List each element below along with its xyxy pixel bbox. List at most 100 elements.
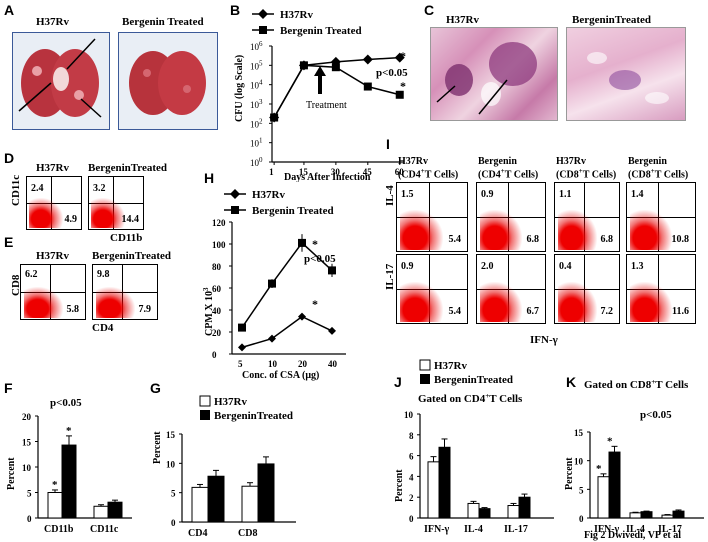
panel-letter-b: B — [230, 2, 241, 18]
chart-j-legend-1: H37Rv — [434, 360, 468, 372]
y-tick-label: 5 — [27, 489, 32, 499]
panel-i-row2-label: IL-17 — [384, 263, 396, 290]
chart-f-ylabel: Percent — [6, 457, 17, 490]
lung-photo-bergenin — [118, 32, 218, 130]
y-tick-label: 0 — [409, 514, 414, 524]
x-tick-label: 30 — [331, 167, 341, 177]
y-tick-label: 120 — [212, 218, 226, 228]
chart-j-bars: H37Rv BergeninTreated Gated on CD4+T Cel… — [394, 359, 554, 535]
panel-letter-h: H — [204, 170, 215, 186]
chart-j-legend-2: BergeninTreated — [434, 374, 513, 386]
facs-value: 6.7 — [526, 306, 540, 317]
x-tick-label: 60 — [395, 167, 405, 177]
y-tick-label: 20 — [22, 412, 32, 422]
y-tick-label: 4 — [409, 472, 414, 482]
panel-letter-c: C — [424, 2, 435, 18]
chart-b-treatment-label: Treatment — [306, 100, 347, 111]
y-tick-label: 106 — [250, 40, 263, 52]
facs-plot-i: 0.9 5.4 — [396, 254, 468, 324]
bar — [257, 463, 275, 523]
y-tick-label: 60 — [212, 284, 222, 294]
y-tick-label: 40 — [212, 306, 222, 316]
facs-plot-i: 1.4 10.8 — [626, 182, 696, 252]
panel-i-col-title: Bergenin (CD8+T Cells) — [628, 156, 689, 181]
y-tick-label: 100 — [212, 240, 226, 250]
lung-photo-h37rv — [12, 32, 110, 130]
facs-value: 5.4 — [448, 306, 462, 317]
bar — [518, 496, 531, 519]
data-point — [299, 61, 308, 70]
data-point — [331, 63, 340, 72]
data-point — [395, 90, 404, 99]
legend-swatch-h37rv — [419, 359, 431, 371]
bar — [241, 485, 259, 523]
data-point — [268, 334, 276, 343]
y-tick-label: 10 — [574, 457, 584, 467]
facs-value: 14.4 — [121, 214, 140, 225]
x-tick-label: CD11b — [44, 524, 74, 535]
bar — [427, 461, 440, 519]
facs-value: 5.4 — [448, 234, 462, 245]
y-tick-label: 15 — [22, 438, 32, 448]
panel-d-ylabel: CD11c — [10, 174, 22, 206]
panel-i-xlabel: IFN-γ — [530, 334, 558, 346]
facs-value: 2.0 — [481, 261, 494, 272]
panel-a-left-title: H37Rv — [36, 16, 69, 28]
chart-b-marks — [269, 52, 405, 123]
y-tick-label: 0 — [579, 514, 584, 524]
panel-letter-d: D — [4, 150, 15, 166]
panel-letter-g: G — [150, 380, 161, 396]
y-tick-label: 10 — [404, 410, 414, 420]
data-point — [238, 343, 246, 352]
chart-g-ylabel: Percent — [152, 431, 163, 464]
facs-plot-i: 2.0 6.7 — [476, 254, 546, 324]
panel-d-left-title: H37Rv — [36, 162, 69, 174]
panel-letter-i: I — [386, 136, 390, 152]
facs-value: 3.2 — [93, 183, 106, 194]
y-tick-label: 0 — [171, 518, 176, 528]
panel-c-left-title: H37Rv — [446, 14, 479, 26]
y-tick-label: 15 — [574, 428, 584, 438]
series-line — [241, 315, 333, 349]
chart-k-bars: Gated on CD8+T Cells p<0.05 0 5 10 15 IFN-γ I… — [564, 378, 704, 541]
panel-d-right-title: BergeninTreated — [88, 162, 168, 174]
panel-e-xlabel: CD4 — [92, 322, 114, 334]
chart-b-star-1: * — [400, 49, 406, 63]
x-tick-label: CD11c — [90, 524, 119, 535]
chart-g-legend-2: BergeninTreated — [214, 410, 293, 422]
chart-h-ylabel: CPM X 103 — [202, 287, 215, 336]
y-tick-label: 20 — [212, 328, 222, 338]
significance-star: * — [607, 435, 613, 447]
facs-value: 1.5 — [401, 189, 414, 200]
chart-b-legend-1: H37Rv — [280, 9, 314, 21]
histology-h37rv — [430, 27, 558, 121]
chart-f-pvalue: p<0.05 — [50, 397, 82, 409]
facs-value: 9.8 — [97, 269, 110, 280]
facs-value: 6.8 — [600, 234, 614, 245]
data-point — [362, 54, 373, 65]
bar — [629, 512, 642, 519]
bar — [661, 514, 674, 519]
facs-value: 1.4 — [631, 189, 644, 200]
bar — [467, 502, 480, 519]
facs-plot-i: 1.1 6.8 — [554, 182, 620, 252]
x-tick-label: 45 — [363, 167, 373, 177]
significance-star: * — [52, 479, 58, 491]
y-tick-label: 10 — [22, 463, 32, 473]
legend-square-marker — [259, 26, 267, 34]
chart-k-pvalue: p<0.05 — [640, 409, 672, 421]
chart-b-ylabel: CFU (log Scale) — [234, 55, 245, 122]
chart-h-legend-2: Bergenin Treated — [252, 205, 334, 217]
facs-plot-i: 1.5 5.4 — [396, 182, 468, 252]
bar — [107, 501, 123, 519]
panel-i-col-title: H37Rv (CD8+T Cells) — [556, 156, 617, 181]
bar — [640, 511, 653, 519]
y-tick-label: 10 — [166, 459, 176, 469]
chart-h-star-2: * — [312, 297, 318, 311]
y-tick-label: 6 — [409, 452, 414, 462]
legend-swatch-h37rv — [199, 395, 211, 407]
legend-diamond-marker — [230, 189, 240, 199]
x-tick-label: IL-17 — [658, 524, 682, 535]
chart-g-legend-1: H37Rv — [214, 396, 248, 408]
chart-h-legend-1: H37Rv — [252, 189, 286, 201]
